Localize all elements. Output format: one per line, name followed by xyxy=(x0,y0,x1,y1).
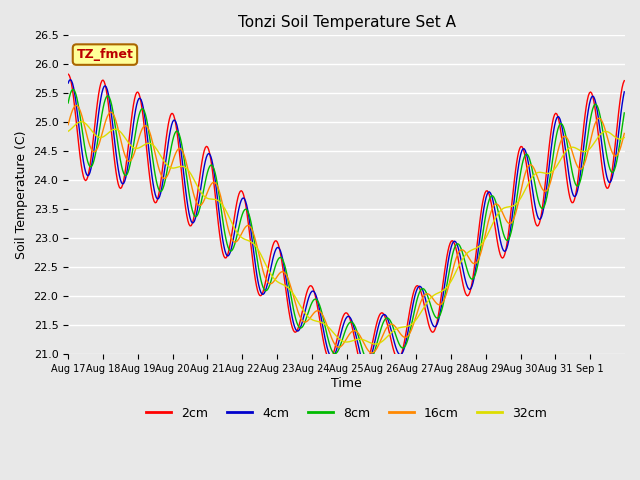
4cm xyxy=(76,134,84,140)
4cm xyxy=(145,146,152,152)
16cm xyxy=(76,108,84,113)
Line: 8cm: 8cm xyxy=(68,89,624,361)
16cm xyxy=(563,134,570,140)
4cm xyxy=(620,89,628,95)
8cm xyxy=(64,100,72,106)
16cm xyxy=(72,103,79,108)
16cm xyxy=(145,127,152,132)
8cm xyxy=(76,113,84,119)
8cm xyxy=(620,110,628,116)
32cm xyxy=(563,147,570,153)
4cm xyxy=(522,147,529,153)
8cm xyxy=(365,358,372,364)
Line: 4cm: 4cm xyxy=(68,80,624,366)
32cm xyxy=(310,318,318,324)
2cm xyxy=(75,144,83,150)
32cm xyxy=(64,128,72,134)
Y-axis label: Soil Temperature (C): Soil Temperature (C) xyxy=(15,131,28,259)
32cm xyxy=(522,187,529,192)
2cm xyxy=(620,78,628,84)
4cm xyxy=(64,80,72,86)
2cm xyxy=(309,286,317,291)
8cm xyxy=(522,152,529,158)
8cm xyxy=(250,238,258,244)
8cm xyxy=(310,297,318,302)
16cm xyxy=(620,131,628,136)
8cm xyxy=(68,86,76,92)
8cm xyxy=(145,128,152,134)
4cm xyxy=(563,155,570,161)
16cm xyxy=(368,350,376,356)
16cm xyxy=(522,170,529,176)
4cm xyxy=(250,254,258,260)
2cm xyxy=(144,156,152,161)
2cm xyxy=(520,149,528,155)
Title: Tonzi Soil Temperature Set A: Tonzi Soil Temperature Set A xyxy=(237,15,456,30)
16cm xyxy=(250,233,258,239)
4cm xyxy=(67,77,74,83)
Line: 32cm: 32cm xyxy=(68,122,624,344)
16cm xyxy=(310,310,318,316)
Text: TZ_fmet: TZ_fmet xyxy=(77,48,133,61)
Legend: 2cm, 4cm, 8cm, 16cm, 32cm: 2cm, 4cm, 8cm, 16cm, 32cm xyxy=(141,402,552,425)
4cm xyxy=(362,363,370,369)
32cm xyxy=(75,120,83,125)
32cm xyxy=(77,119,85,125)
32cm xyxy=(250,241,258,247)
32cm xyxy=(145,140,152,146)
32cm xyxy=(371,341,379,347)
32cm xyxy=(620,135,628,141)
2cm xyxy=(250,261,257,267)
2cm xyxy=(562,166,570,172)
Line: 16cm: 16cm xyxy=(68,106,624,353)
Line: 2cm: 2cm xyxy=(68,74,624,369)
X-axis label: Time: Time xyxy=(332,377,362,390)
2cm xyxy=(64,72,72,77)
2cm xyxy=(360,366,368,372)
8cm xyxy=(563,137,570,143)
16cm xyxy=(64,122,72,128)
4cm xyxy=(310,289,318,295)
